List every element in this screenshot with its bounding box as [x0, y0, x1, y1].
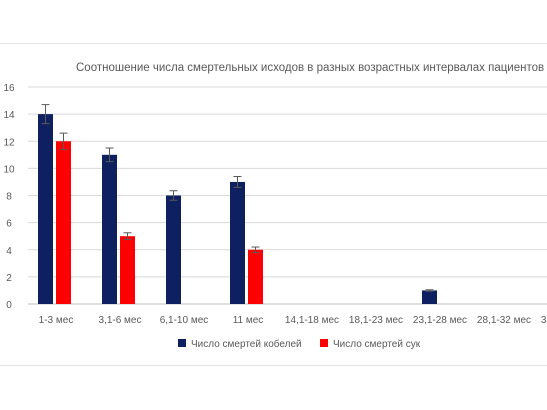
bottom-divider: [0, 365, 547, 366]
bar: [422, 290, 437, 304]
x-tick-label: 32,1-36 мес: [541, 315, 547, 326]
x-axis-tick-labels: 1-3 мес 3,1-6 мес 6,1-10 мес 11 мес 14,1-18 …: [39, 315, 547, 326]
x-tick-label: 28,1-32 мес: [477, 315, 531, 326]
y-tick-label: 0: [6, 300, 12, 311]
bar: [102, 154, 117, 304]
bar: [248, 249, 263, 304]
x-tick-label: 6,1-10 мес: [160, 315, 209, 326]
bars: [38, 114, 437, 304]
y-tick-label: 10: [3, 164, 15, 175]
y-tick-label: 4: [6, 246, 12, 257]
legend-swatch: [320, 339, 328, 347]
bar: [166, 195, 181, 304]
bar: [56, 141, 71, 304]
error-bars: [41, 104, 434, 292]
y-tick-label: 2: [6, 273, 12, 284]
legend: Число смертей кобелей Число смертей сук: [178, 338, 421, 350]
legend-label: Число смертей кобелей: [191, 338, 302, 350]
chart-title: Соотношение числа смертельных исходов в …: [76, 62, 544, 74]
y-tick-label: 12: [3, 137, 15, 148]
x-tick-label: 3,1-6 мес: [98, 315, 141, 326]
x-tick-label: 14,1-18 мес: [285, 315, 339, 326]
y-axis-tick-labels: 0 2 4 6 8 10 12 14 16: [3, 83, 15, 311]
x-tick-label: 23,1-28 мес: [413, 315, 467, 326]
bar: [120, 236, 135, 304]
y-tick-label: 16: [3, 83, 15, 94]
x-tick-label: 18,1-23 мес: [349, 315, 403, 326]
legend-swatch: [178, 339, 186, 347]
y-tick-label: 6: [6, 219, 12, 230]
x-tick-label: 1-3 мес: [39, 315, 74, 326]
bar: [230, 181, 245, 304]
y-tick-label: 14: [3, 110, 15, 121]
y-tick-label: 8: [6, 192, 12, 203]
bar: [38, 114, 53, 304]
top-divider: [0, 43, 547, 44]
x-tick-label: 11 мес: [233, 315, 264, 326]
legend-label: Число смертей сук: [333, 339, 421, 350]
